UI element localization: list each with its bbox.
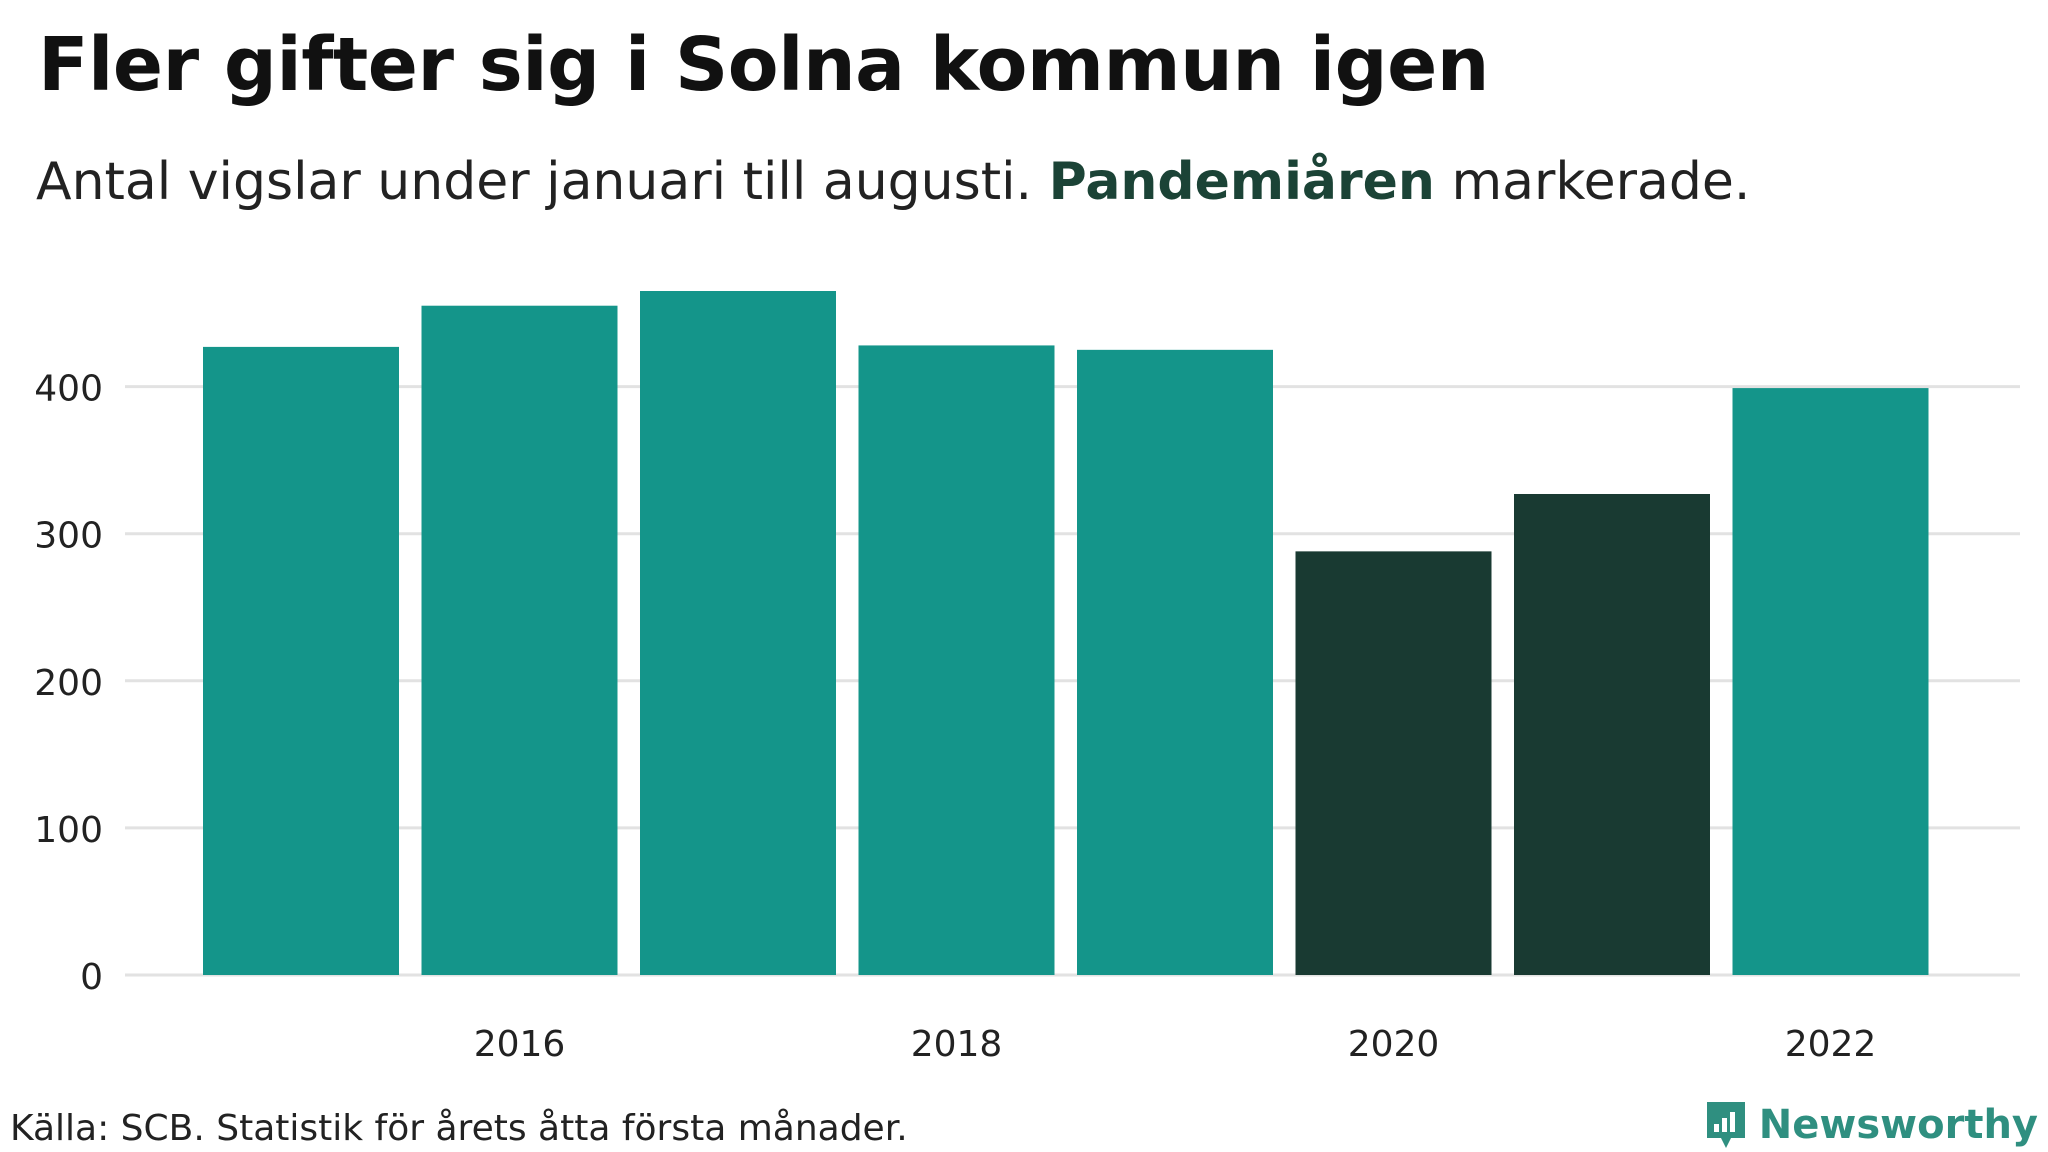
newsworthy-logo-icon [1706, 1102, 1745, 1148]
bar-2020 [1295, 551, 1492, 975]
y-tick-label: 200 [34, 663, 103, 704]
x-tick-label: 2018 [911, 1024, 1003, 1065]
x-tick-label: 2022 [1785, 1024, 1877, 1065]
bar-2016 [421, 305, 618, 975]
bar-2022 [1732, 388, 1929, 975]
chart-subtitle: Antal vigslar under januari till augusti… [36, 152, 1750, 212]
subtitle-highlight: Pandemiåren [1048, 152, 1435, 212]
bar-2019 [1077, 349, 1273, 975]
bar-2017 [640, 291, 836, 975]
x-tick-label: 2016 [474, 1024, 566, 1065]
chart-title: Fler gifter sig i Solna kommun igen [38, 22, 1489, 108]
brand-logo: Newsworthy [1703, 1098, 2038, 1152]
y-tick-label: 400 [34, 369, 103, 410]
y-tick-label: 300 [34, 516, 103, 557]
x-tick-label: 2020 [1348, 1024, 1440, 1065]
brand-name: Newsworthy [1758, 1102, 2038, 1148]
y-tick-label: 100 [34, 810, 103, 851]
y-tick-label: 0 [80, 957, 103, 998]
bar-2018 [858, 345, 1055, 976]
bar-2015 [203, 346, 399, 976]
subtitle-text: Antal vigslar under januari till augusti… [36, 152, 1033, 212]
subtitle-text-end: markerade. [1451, 152, 1751, 212]
bar-chart: 0 100 200 300 400 2016 2018 2020 2022 [34, 291, 2020, 1065]
source-note: Källa: SCB. Statistik för årets åtta för… [10, 1108, 908, 1149]
bar-2021 [1514, 493, 1710, 975]
